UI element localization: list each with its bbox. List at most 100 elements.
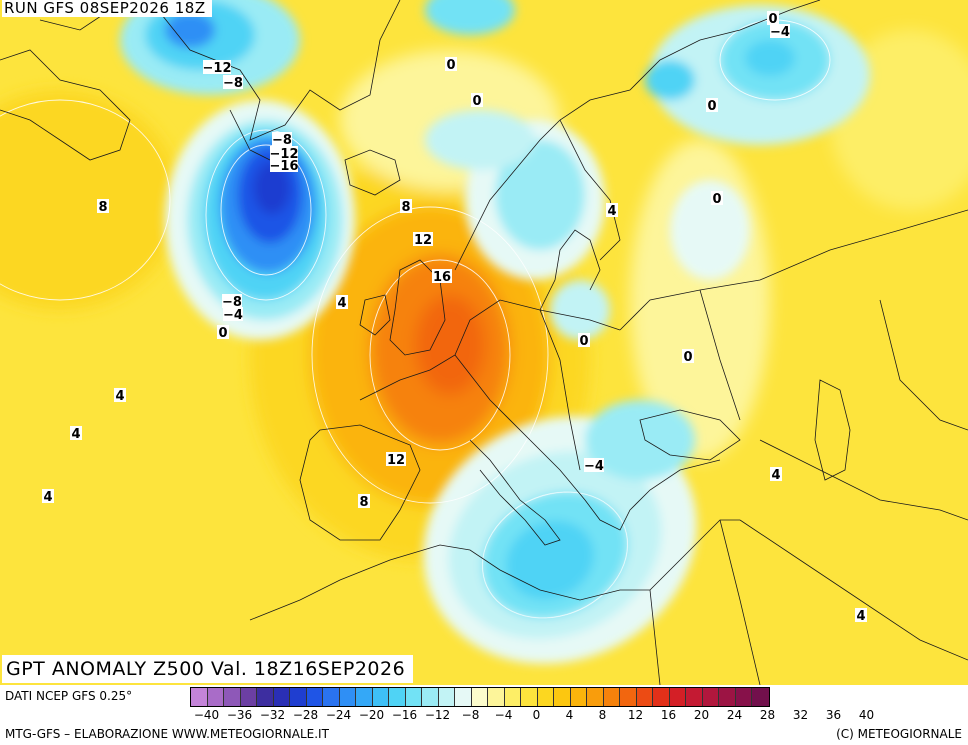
scale-tick: 0 xyxy=(532,708,541,722)
contour-label: −4 xyxy=(584,459,604,474)
credit-left: MTG-GFS – ELABORAZIONE WWW.METEOGIORNALE… xyxy=(5,727,329,741)
scale-swatch xyxy=(471,688,488,706)
scale-swatch xyxy=(554,688,571,706)
contour-label: 4 xyxy=(856,609,865,624)
scale-swatch xyxy=(207,688,224,706)
contour-label-bg xyxy=(471,93,483,107)
scale-swatch xyxy=(191,688,208,706)
contour-label: 12 xyxy=(414,233,432,248)
contour-label-bg xyxy=(42,489,54,503)
coastlines xyxy=(0,0,968,685)
contour-label-bg xyxy=(222,294,242,308)
scale-swatch xyxy=(570,688,587,706)
scale-swatch xyxy=(719,688,736,706)
contour-label: −8 xyxy=(223,76,243,91)
contour-label: −8 xyxy=(222,295,242,310)
contour-label: 4 xyxy=(607,204,616,219)
contour-label: −8 xyxy=(272,133,292,148)
contour-label-bg xyxy=(400,199,412,213)
scale-tick: −36 xyxy=(226,708,253,722)
scale-swatch xyxy=(389,688,406,706)
scale-swatch xyxy=(752,688,769,706)
scale-swatch xyxy=(587,688,604,706)
contour-label: 0 xyxy=(218,326,227,341)
contour-label-bg xyxy=(855,608,867,622)
contour-label: 4 xyxy=(115,389,124,404)
contour-label-bg xyxy=(270,146,298,160)
contour-label-bg xyxy=(706,98,718,112)
contour-label-bg xyxy=(445,57,457,71)
contour-label-bg xyxy=(223,75,243,89)
scale-swatch xyxy=(537,688,554,706)
scale-tick: 40 xyxy=(858,708,875,722)
scale-tick: −24 xyxy=(325,708,352,722)
contour-label-bg xyxy=(578,333,590,347)
contour-label-bg xyxy=(272,132,292,146)
contour-label-bg xyxy=(767,11,779,25)
scale-swatch xyxy=(702,688,719,706)
contour-label: 0 xyxy=(446,58,455,73)
scale-tick: −8 xyxy=(461,708,480,722)
scale-swatch xyxy=(488,688,505,706)
contour-label-bg xyxy=(358,494,370,508)
scale-swatch xyxy=(455,688,472,706)
contour-label-bg xyxy=(770,467,782,481)
contour-label: 8 xyxy=(401,200,410,215)
contour-label-bg xyxy=(203,60,231,74)
scale-tick: −16 xyxy=(391,708,418,722)
scale-swatch xyxy=(603,688,620,706)
run-title: RUN GFS 08SEP2026 18Z xyxy=(2,0,212,17)
scale-swatch xyxy=(306,688,323,706)
contour-label-bg xyxy=(711,191,723,205)
contour-label-bg xyxy=(223,307,243,321)
credit-right: (C) METEOGIORNALE xyxy=(836,727,962,741)
contour-label: 12 xyxy=(387,453,405,468)
scale-swatch xyxy=(620,688,637,706)
scale-swatch xyxy=(653,688,670,706)
scale-swatch xyxy=(504,688,521,706)
legend-footer: DATI NCEP GFS 0.25° −40 −36 −32 −28 −24 −20 −1… xyxy=(0,685,968,745)
scale-tick: 8 xyxy=(598,708,607,722)
scale-tick: 28 xyxy=(759,708,776,722)
scale-swatch xyxy=(273,688,290,706)
scale-swatch xyxy=(257,688,274,706)
contour-label: −4 xyxy=(223,308,243,323)
contour-label: 0 xyxy=(683,350,692,365)
contour-label-bg xyxy=(336,295,348,309)
scale-swatch xyxy=(405,688,422,706)
scale-swatch xyxy=(521,688,538,706)
scale-swatch xyxy=(224,688,241,706)
scale-tick: 16 xyxy=(660,708,677,722)
scale-swatch xyxy=(323,688,340,706)
contour-label: 4 xyxy=(337,296,346,311)
scale-tick: −40 xyxy=(193,708,220,722)
scale-tick: 4 xyxy=(565,708,574,722)
scale-tick: −20 xyxy=(358,708,385,722)
scale-swatch xyxy=(686,688,703,706)
color-scale-ticks: −40 −36 −32 −28 −24 −20 −16 −12 −8 −4 0 4 8 12 16 20 24 2… xyxy=(190,708,968,724)
valid-time-title: GPT ANOMALY Z500 Val. 18Z16SEP2026 xyxy=(2,655,414,683)
scale-tick: 20 xyxy=(693,708,710,722)
contour-label: 0 xyxy=(768,12,777,27)
scale-swatch xyxy=(735,688,752,706)
scale-tick: 12 xyxy=(627,708,644,722)
contour-label: 4 xyxy=(43,490,52,505)
contour-label-bg xyxy=(584,458,604,472)
scale-tick: 24 xyxy=(726,708,743,722)
contour-label: 8 xyxy=(98,200,107,215)
scale-tick: 32 xyxy=(792,708,809,722)
contour-label-bg xyxy=(114,388,126,402)
scale-swatch xyxy=(422,688,439,706)
scale-swatch xyxy=(339,688,356,706)
data-source-label: DATI NCEP GFS 0.25° xyxy=(5,689,133,703)
scale-tick: 36 xyxy=(825,708,842,722)
isolines xyxy=(0,19,831,619)
scale-swatch xyxy=(636,688,653,706)
contour-label: 0 xyxy=(472,94,481,109)
contour-label: 0 xyxy=(579,334,588,349)
scale-tick: −32 xyxy=(259,708,286,722)
contour-label-bg xyxy=(682,349,694,363)
contour-label-bg xyxy=(432,269,452,283)
contour-label: 0 xyxy=(707,99,716,114)
contour-label: 4 xyxy=(771,468,780,483)
